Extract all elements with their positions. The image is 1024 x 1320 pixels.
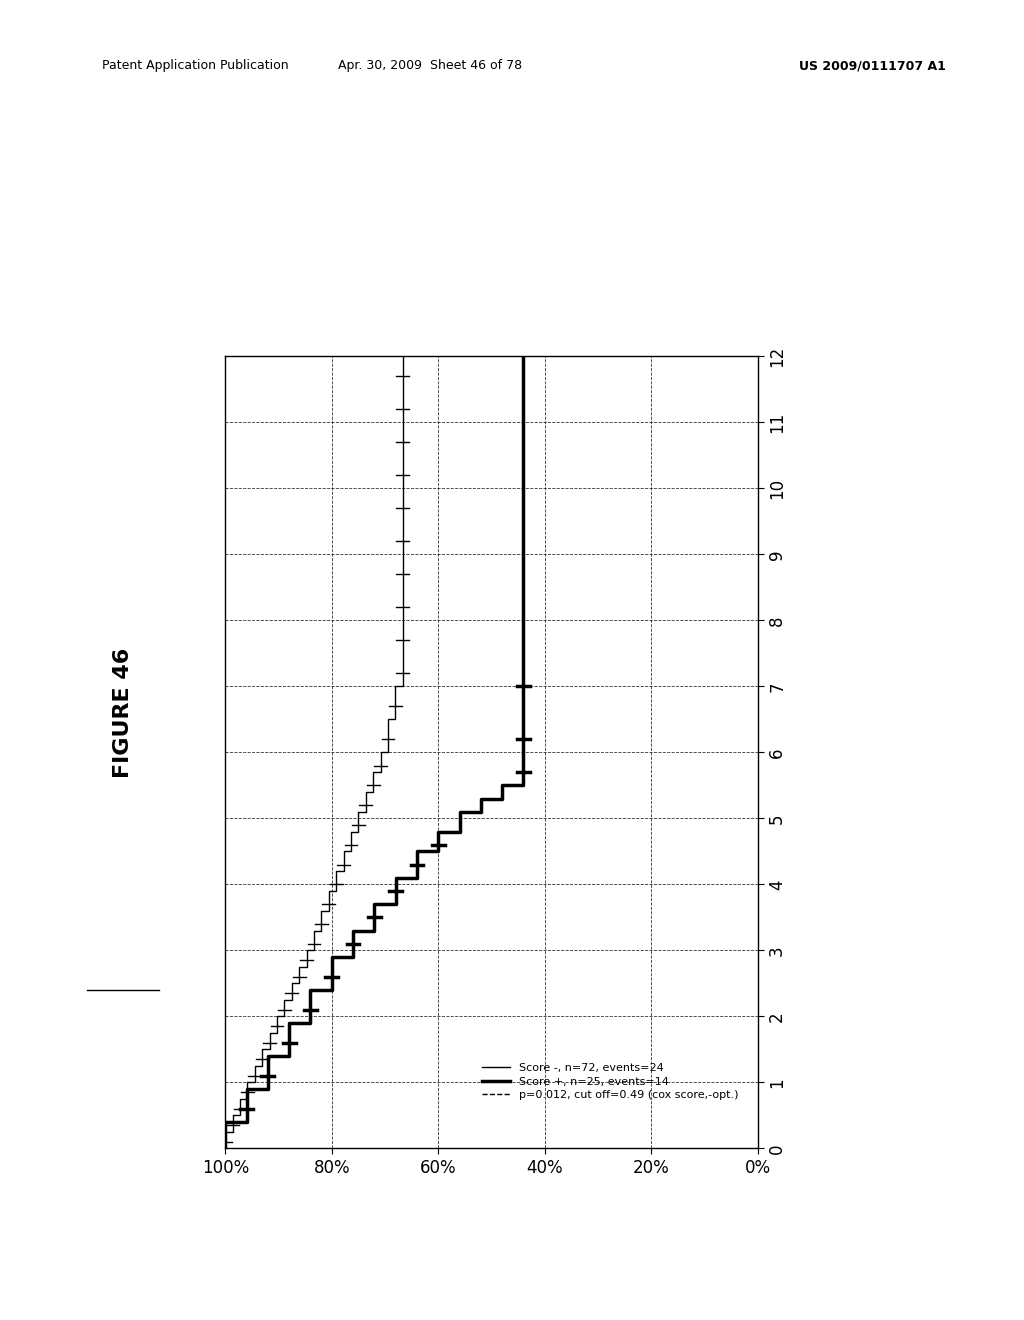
Text: Apr. 30, 2009  Sheet 46 of 78: Apr. 30, 2009 Sheet 46 of 78 <box>338 59 522 73</box>
Text: US 2009/0111707 A1: US 2009/0111707 A1 <box>799 59 945 73</box>
Text: FIGURE 46: FIGURE 46 <box>113 648 133 777</box>
Text: Patent Application Publication: Patent Application Publication <box>102 59 289 73</box>
Legend: Score -, n=72, events=24, Score +, n=25, events=14, p=0.012, cut off=0.49 (cox s: Score -, n=72, events=24, Score +, n=25,… <box>479 1060 741 1104</box>
